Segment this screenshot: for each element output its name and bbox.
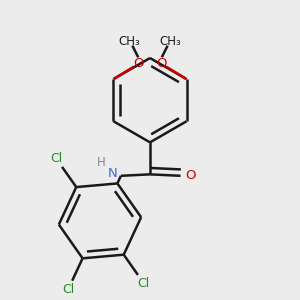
Text: O: O	[133, 57, 143, 70]
Text: CH₃: CH₃	[160, 35, 182, 48]
Text: O: O	[157, 57, 167, 70]
Text: Cl: Cl	[50, 152, 62, 165]
Text: CH₃: CH₃	[118, 35, 140, 48]
Text: O: O	[185, 169, 196, 182]
Text: N: N	[108, 167, 118, 180]
Text: H: H	[97, 156, 106, 169]
Text: Cl: Cl	[138, 277, 150, 290]
Text: Cl: Cl	[62, 284, 74, 296]
